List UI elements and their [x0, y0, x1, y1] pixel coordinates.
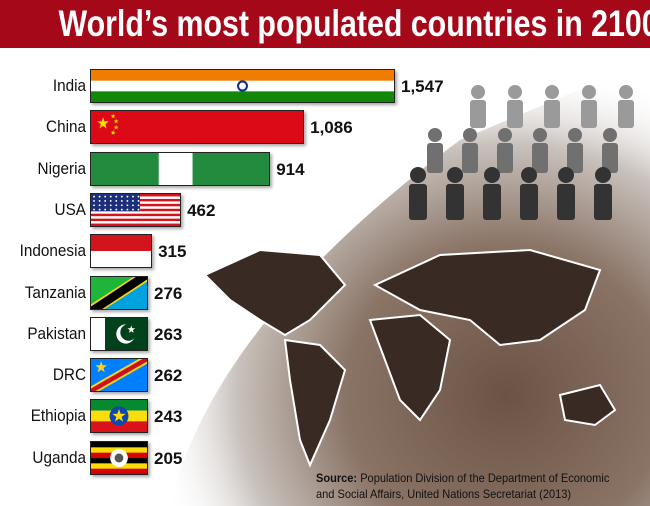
category-label-drc: DRC [52, 365, 86, 385]
chart-title: World’s most populated countries in 2100 [58, 3, 650, 44]
category-label-pakistan: Pakistan [27, 323, 86, 343]
title-bar: World’s most populated countries in 2100 [0, 0, 650, 48]
map-eurasia [372, 248, 602, 347]
category-label-indonesia: Indonesia [19, 241, 86, 261]
category-label-ethiopia: Ethiopia [30, 406, 87, 426]
value-label-usa: 462 [187, 200, 216, 220]
value-label-indonesia: 315 [158, 242, 187, 262]
category-label-usa: USA [54, 199, 86, 219]
bar-ethiopia [90, 399, 148, 434]
source-label: Source: [316, 471, 358, 485]
flag-china [91, 111, 304, 144]
value-label-nigeria: 914 [276, 159, 305, 179]
flag-uganda [91, 441, 147, 474]
bar-usa [90, 192, 182, 227]
category-label-tanzania: Tanzania [24, 282, 86, 302]
flag-ethiopia [91, 400, 147, 433]
bar-pakistan [90, 316, 148, 351]
flag-indonesia [91, 235, 152, 268]
map-south-america [283, 338, 347, 468]
category-label-china: China [46, 117, 86, 137]
bar-drc [90, 358, 148, 393]
value-label-pakistan: 263 [154, 324, 183, 344]
category-label-india: India [52, 76, 86, 95]
value-label-tanzania: 276 [154, 283, 183, 303]
flag-tanzania [91, 276, 147, 309]
value-label-india: 1,547 [401, 77, 444, 96]
value-label-drc: 262 [154, 366, 183, 386]
source-text: Population Division of the Department of… [360, 471, 610, 485]
source-text-line2: and Social Affairs, United Nations Secre… [316, 487, 572, 501]
crowd-world-map-background [170, 60, 650, 506]
category-label-nigeria: Nigeria [37, 158, 86, 178]
value-label-uganda: 205 [154, 448, 183, 468]
world-map [203, 248, 617, 468]
flag-usa [91, 193, 181, 226]
flag-drc [91, 359, 147, 392]
category-label-uganda: Uganda [32, 447, 86, 467]
bar-tanzania [90, 275, 148, 310]
flag-nigeria [91, 152, 270, 185]
bar-nigeria [90, 151, 271, 186]
map-north-america [203, 248, 347, 337]
people-icons [409, 85, 634, 220]
bar-india [90, 69, 395, 103]
map-africa [368, 313, 452, 422]
bar-uganda [90, 440, 148, 475]
flag-pakistan [91, 317, 147, 350]
flag-india [91, 70, 394, 102]
bar-china [90, 110, 305, 145]
value-label-china: 1,086 [310, 118, 353, 138]
value-label-ethiopia: 243 [154, 407, 183, 427]
source-note: Source: Population Division of the Depar… [316, 470, 609, 502]
bar-indonesia [90, 234, 153, 269]
map-australia [558, 383, 617, 427]
